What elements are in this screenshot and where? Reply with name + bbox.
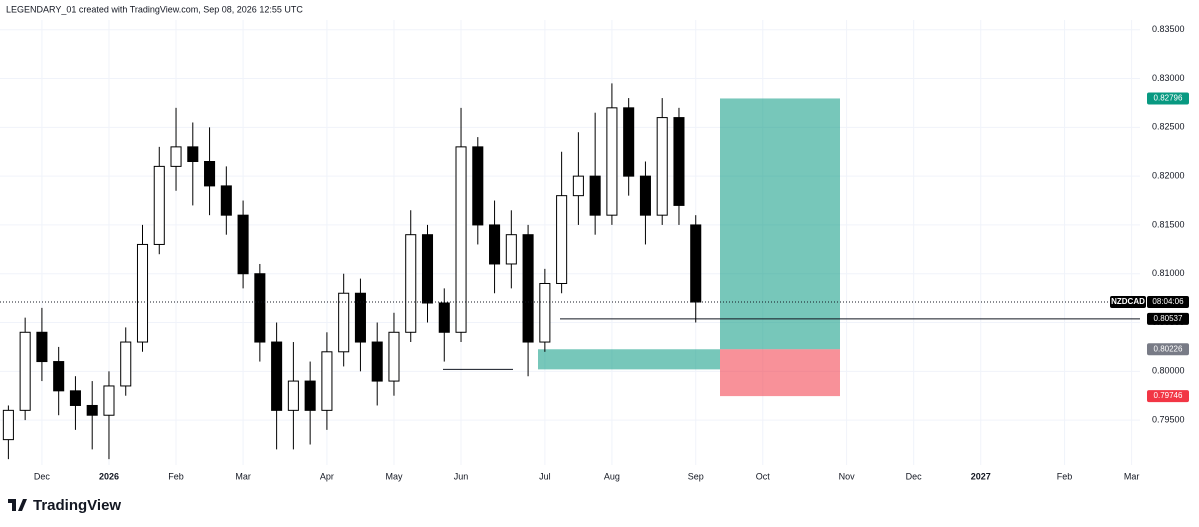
candle-body	[153, 165, 165, 245]
candle-body	[556, 195, 568, 284]
candle-body	[354, 292, 366, 343]
y-tick-label: 0.82000	[1152, 171, 1185, 181]
price-tag	[1147, 92, 1189, 105]
y-tick-label: 0.83500	[1152, 24, 1185, 34]
price-tag	[1147, 343, 1189, 356]
x-tick-label: Nov	[839, 471, 856, 481]
x-tick-label: Jul	[539, 471, 551, 481]
countdown-tag	[1147, 296, 1189, 309]
logo	[8, 499, 27, 511]
candle-body	[187, 146, 199, 163]
candle-body	[539, 282, 551, 343]
candle-body	[271, 341, 283, 411]
candle-body	[237, 214, 249, 275]
price-tag-label: 0.80537	[1154, 314, 1183, 323]
y-tick-label: 0.81500	[1152, 219, 1185, 229]
x-tick-label: Jun	[454, 471, 469, 481]
candle-body	[254, 273, 266, 343]
candle-body	[639, 175, 651, 216]
brand: TradingView	[33, 497, 121, 514]
candle-body	[103, 385, 115, 416]
candle-body	[36, 331, 48, 363]
x-tick-label: Dec	[906, 471, 923, 481]
candle-body	[472, 146, 484, 226]
candle-body	[388, 331, 400, 382]
y-tick-label: 0.83000	[1152, 73, 1185, 83]
x-tick-label: Apr	[320, 471, 334, 481]
candle-body	[623, 107, 635, 177]
x-tick-label: 2027	[971, 471, 991, 481]
target-zone	[720, 98, 840, 350]
price-tag	[1147, 312, 1189, 325]
symbol-label: NZDCAD	[1111, 297, 1145, 306]
candle-body	[69, 390, 81, 406]
candle-body	[220, 185, 232, 216]
candle-body	[421, 234, 434, 304]
x-tick-label: Sep	[688, 471, 704, 481]
y-tick-label: 0.81000	[1152, 268, 1185, 278]
candle-body	[673, 117, 685, 206]
x-tick-label: Feb	[168, 471, 184, 481]
candle-body	[505, 234, 517, 265]
candle-body	[19, 331, 31, 411]
candle-body	[489, 224, 501, 265]
candle-body	[204, 161, 216, 187]
candle-body	[321, 351, 333, 411]
candle-body	[120, 341, 132, 387]
x-tick-label: 2026	[99, 471, 119, 481]
demand-zone	[538, 349, 720, 370]
price-tag-label: 0.82796	[1154, 94, 1183, 103]
candle-body	[338, 292, 350, 353]
candle-body	[2, 409, 14, 441]
candle-body	[304, 380, 316, 411]
price-tag	[1147, 390, 1189, 403]
candle-body	[455, 146, 467, 333]
candle-body	[371, 341, 383, 382]
candle-body	[572, 175, 584, 197]
candle-body	[589, 175, 601, 216]
candle-body	[53, 361, 65, 392]
candle-body	[606, 107, 618, 216]
stop-zone	[720, 349, 840, 397]
candle-body	[690, 224, 702, 303]
x-tick-label: Feb	[1057, 471, 1073, 481]
x-tick-label: Mar	[235, 471, 251, 481]
candle-body	[405, 234, 417, 333]
candle-body	[522, 234, 534, 343]
x-tick-label: Mar	[1124, 471, 1140, 481]
header: LEGENDARY_01 created with TradingView.co…	[6, 4, 303, 14]
x-tick-label: May	[385, 471, 403, 481]
x-tick-label: Aug	[604, 471, 620, 481]
y-tick-label: 0.82500	[1152, 122, 1185, 132]
y-tick-label: 0.79500	[1152, 414, 1185, 424]
x-tick-label: Oct	[756, 471, 771, 481]
x-tick-label: Dec	[34, 471, 51, 481]
candle-body	[136, 243, 149, 343]
candle-body	[86, 404, 98, 416]
y-tick-label: 0.80000	[1152, 366, 1185, 376]
price-tag-label: 0.79746	[1154, 391, 1183, 400]
price-tag-label: 0.80226	[1154, 344, 1183, 353]
candle-body	[438, 302, 450, 333]
candle-body	[656, 117, 668, 216]
symbol-tag	[1110, 296, 1146, 309]
candle-body	[170, 146, 182, 167]
countdown-label: 08:04:06	[1152, 297, 1184, 306]
candle-body	[287, 380, 299, 411]
